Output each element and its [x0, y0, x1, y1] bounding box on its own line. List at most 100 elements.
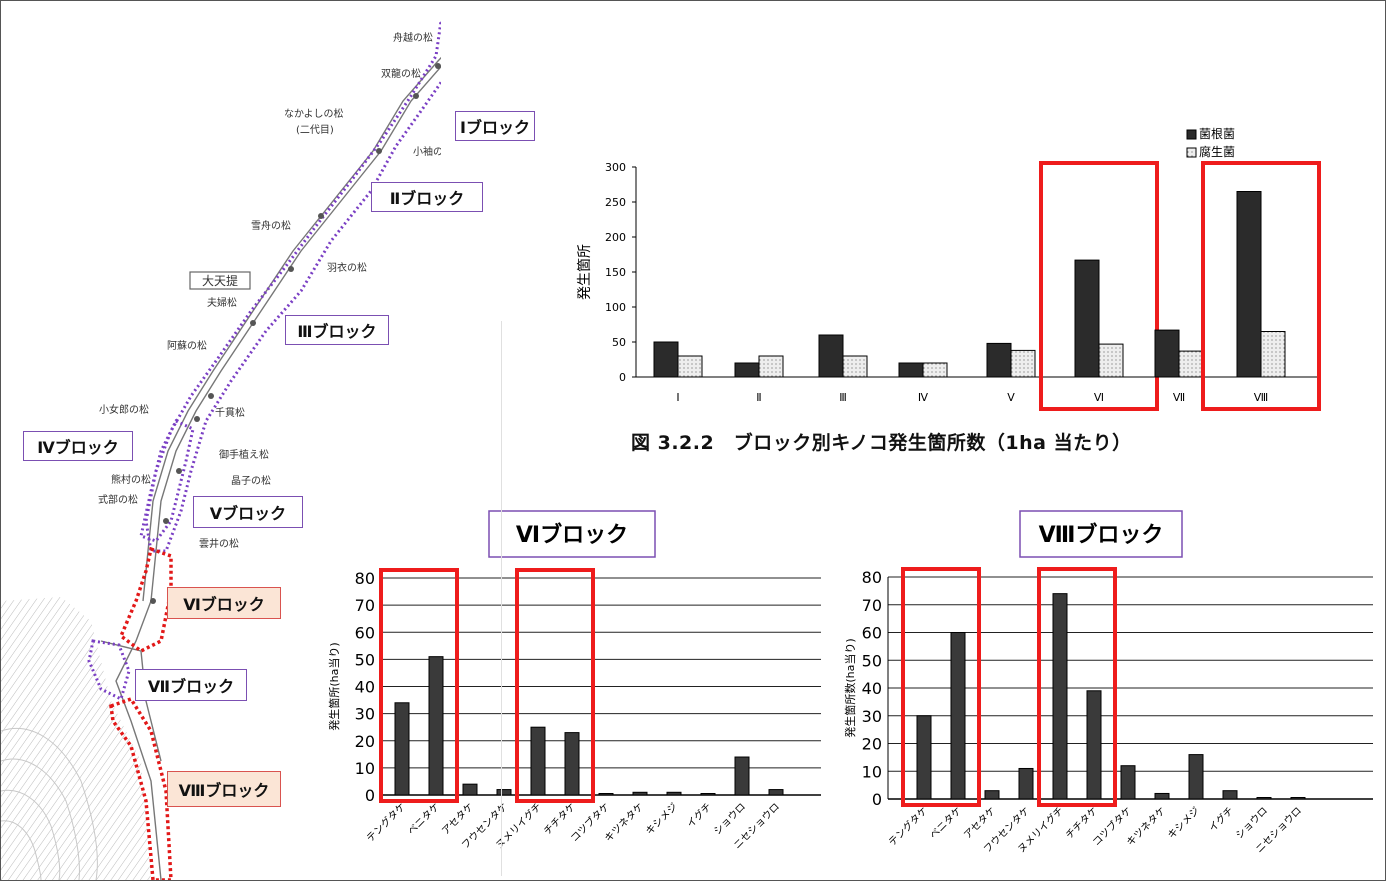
bar-ニセショウロ: [1290, 797, 1306, 800]
bar-腐生菌: [1178, 350, 1204, 378]
pine-label-10: 小女郎の松: [99, 403, 149, 416]
block-label-3: Ⅲブロック: [285, 315, 389, 345]
y-tick-label: 40: [862, 679, 882, 698]
chart-title-box: Ⅷブロック: [1019, 510, 1183, 558]
bar-フウセンタケ: [496, 789, 512, 796]
pine-label-5: 小袖の松: [413, 145, 441, 158]
chart-caption: 図 3.2.2 ブロック別キノコ発生箇所数（1ha 当たり）: [631, 432, 1132, 454]
y-tick-label: 50: [862, 651, 882, 670]
x-tick-label: Ⅵ: [1094, 391, 1104, 404]
y-tick-label: 30: [862, 707, 882, 726]
x-tick-label: テングタケ: [364, 800, 409, 845]
title-border: [1019, 510, 1183, 558]
bar-ショウロ: [1256, 797, 1272, 800]
pine-markers: [150, 63, 441, 604]
bar-ショウロ: [734, 756, 750, 796]
bar-キシメジ: [1188, 754, 1204, 800]
bar-ベニタケ: [428, 656, 444, 796]
bar-腐生菌: [1010, 349, 1036, 378]
red-block-outlines: [109, 546, 173, 880]
highlight-box-1: [379, 568, 459, 803]
legend-swatch: [1186, 129, 1197, 140]
y-tick-label: 10: [355, 759, 375, 778]
y-tick-label: 50: [612, 336, 626, 349]
bar-腐生菌: [1098, 343, 1124, 378]
x-tick-label: Ⅲ: [839, 391, 847, 404]
x-tick-label: キシメジ: [1166, 805, 1202, 841]
bar-アセタケ: [984, 790, 1000, 800]
block-label-5: Ⅴブロック: [193, 496, 303, 528]
bar-菌根菌: [734, 362, 760, 378]
contour-lines: [1, 727, 98, 880]
pine-label-7: 羽衣の松: [327, 261, 367, 274]
bar-腐生菌: [1260, 331, 1286, 378]
bar-チチタケ: [564, 732, 580, 796]
bar-菌根菌: [1236, 191, 1262, 378]
y-tick-label: 250: [605, 196, 626, 209]
block6-species-chart: Ⅵブロック 0 10 20 30 40 50 60 70 80 発生箇所(ha当り) テングタケベニタ…: [327, 510, 821, 852]
y-tick-label: 80: [355, 569, 375, 588]
x-tick-label: Ⅷ: [1254, 391, 1269, 404]
bar-腐生菌: [842, 355, 868, 378]
pine-label-13: 熊村の松: [111, 473, 151, 486]
pine-label-6: 雪舟の松: [251, 219, 291, 232]
chart-title: Ⅵブロック: [516, 522, 628, 548]
bar-腐生菌: [758, 355, 784, 378]
y-tick-label: 60: [862, 624, 882, 643]
bar-菌根菌: [653, 341, 679, 378]
bar-コツブタケ: [1120, 765, 1136, 800]
bar-テングタケ: [394, 702, 410, 796]
bar-キシメジ: [666, 791, 682, 796]
x-tick-label: ベニタケ: [405, 801, 442, 838]
x-tick-label: Ⅶ: [1173, 391, 1185, 404]
pine-label-11: 千貫松: [215, 406, 245, 419]
coastline-map: 舟越の松 双龍の松 なかよしの松 (二代目) 小袖の松 雪舟の松 羽衣の松 夫婦…: [1, 18, 441, 880]
hill-terrain: [1, 597, 151, 880]
block-label-2: Ⅱブロック: [371, 182, 483, 212]
block-label-8: Ⅷブロック: [167, 771, 281, 807]
y-tick-label: 30: [355, 705, 375, 724]
y-tick-label: 100: [605, 301, 626, 314]
bar-ヌメリイグチ: [1052, 593, 1068, 800]
x-tick-label: Ⅴ: [1007, 391, 1015, 404]
scan-seam: [501, 321, 502, 876]
x-tick-label: Ⅰ: [676, 391, 679, 404]
bar-キツネタケ: [1154, 792, 1170, 800]
pine-label-14: 晶子の松: [231, 474, 271, 487]
bar-コツブタケ: [598, 793, 614, 796]
bar-フウセンタケ: [1018, 767, 1034, 800]
bar-キツネタケ: [632, 791, 648, 796]
x-tick-label: Ⅳ: [918, 391, 929, 404]
chart-title-box: Ⅵブロック: [488, 510, 656, 558]
y-tick-label: 150: [605, 266, 626, 279]
title-border: [488, 510, 656, 558]
y-tick-label: 10: [862, 762, 882, 781]
x-tick-label: キシメジ: [644, 801, 680, 837]
x-tick-label: ベニタケ: [927, 805, 964, 842]
pine-label-2: 双龍の松: [381, 67, 421, 80]
pine-label-4: (二代目): [296, 124, 334, 136]
block-label-4: Ⅳブロック: [23, 431, 133, 461]
bar-菌根菌: [1074, 259, 1100, 378]
pine-label-16: 雲井の松: [199, 537, 239, 550]
y-tick-label: 70: [862, 596, 882, 615]
bar-チチタケ: [1086, 690, 1102, 800]
pine-label-8: 夫婦松: [207, 296, 237, 309]
block-label-7: Ⅶブロック: [135, 669, 247, 701]
y-tick-label: 40: [355, 678, 375, 697]
y-tick-label: 80: [862, 568, 882, 587]
block-label-6: Ⅵブロック: [167, 587, 281, 619]
bar-腐生菌: [922, 362, 948, 378]
pine-label-12: 御手植え松: [219, 448, 269, 461]
bar-菌根菌: [986, 342, 1012, 378]
pine-label-9: 阿蘇の松: [167, 339, 207, 352]
bar-ヌメリイグチ: [530, 726, 546, 796]
bar-イグチ: [700, 793, 716, 796]
highlight-box-Ⅷ: [1201, 161, 1321, 411]
y-tick-label: 20: [862, 735, 882, 754]
levee-label: 大天提: [202, 273, 238, 288]
highlight-box-2: [515, 568, 595, 803]
bar-菌根菌: [1154, 329, 1180, 378]
